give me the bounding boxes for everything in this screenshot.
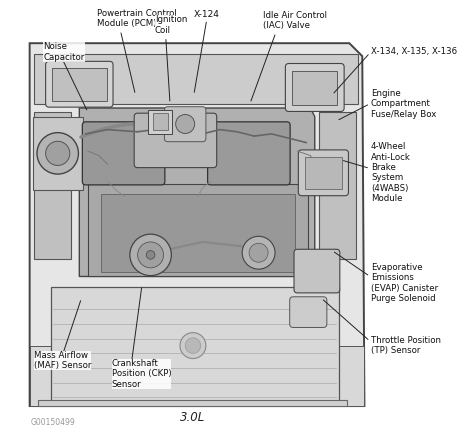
Text: Throttle Position
(TP) Sensor: Throttle Position (TP) Sensor <box>371 336 441 355</box>
Circle shape <box>137 242 164 268</box>
Bar <box>33 117 83 190</box>
Bar <box>101 194 295 272</box>
Text: X-124: X-124 <box>194 10 219 19</box>
FancyBboxPatch shape <box>46 61 113 107</box>
Text: 3.0L: 3.0L <box>180 411 206 424</box>
Circle shape <box>46 141 70 165</box>
Bar <box>51 287 338 404</box>
Bar <box>52 68 107 101</box>
Text: Noise
Capacitor: Noise Capacitor <box>44 42 85 61</box>
Polygon shape <box>30 346 51 406</box>
Text: Crankshaft
Position (CKP)
Sensor: Crankshaft Position (CKP) Sensor <box>112 359 171 388</box>
Circle shape <box>37 133 79 174</box>
Bar <box>292 71 337 105</box>
Circle shape <box>242 236 275 269</box>
Bar <box>34 54 358 104</box>
FancyBboxPatch shape <box>285 64 344 111</box>
Text: Idle Air Control
(IAC) Valve: Idle Air Control (IAC) Valve <box>263 11 327 30</box>
FancyBboxPatch shape <box>298 150 348 196</box>
Circle shape <box>185 338 201 353</box>
Text: Mass Airflow
(MAF) Sensor: Mass Airflow (MAF) Sensor <box>34 351 91 370</box>
Polygon shape <box>79 108 315 276</box>
FancyBboxPatch shape <box>294 249 340 293</box>
Bar <box>34 112 71 259</box>
Text: Engine
Compartment
Fuse/Relay Box: Engine Compartment Fuse/Relay Box <box>371 89 436 118</box>
FancyBboxPatch shape <box>82 122 165 185</box>
FancyBboxPatch shape <box>164 107 206 142</box>
FancyBboxPatch shape <box>290 297 327 327</box>
Text: Ignition
Coil: Ignition Coil <box>155 15 187 35</box>
Polygon shape <box>38 400 347 406</box>
Circle shape <box>130 234 171 276</box>
Bar <box>305 157 342 189</box>
Circle shape <box>146 251 155 259</box>
Text: Evaporative
Emissions
(EVAP) Canister
Purge Solenoid: Evaporative Emissions (EVAP) Canister Pu… <box>371 263 438 303</box>
Text: 4-Wheel
Anti-Lock
Brake
System
(4WABS)
Module: 4-Wheel Anti-Lock Brake System (4WABS) M… <box>371 142 411 203</box>
Text: G00150499: G00150499 <box>30 418 75 427</box>
FancyBboxPatch shape <box>208 122 290 185</box>
Bar <box>88 184 308 276</box>
Polygon shape <box>337 346 365 406</box>
Bar <box>153 113 168 130</box>
Text: X-134, X-135, X-136: X-134, X-135, X-136 <box>371 48 457 56</box>
Polygon shape <box>30 43 365 406</box>
Circle shape <box>249 243 268 262</box>
Circle shape <box>180 333 206 359</box>
Bar <box>148 110 172 134</box>
Text: Powertrain Control
Module (PCM): Powertrain Control Module (PCM) <box>97 9 176 28</box>
Circle shape <box>176 114 195 133</box>
Bar <box>319 112 356 259</box>
FancyBboxPatch shape <box>134 113 217 168</box>
